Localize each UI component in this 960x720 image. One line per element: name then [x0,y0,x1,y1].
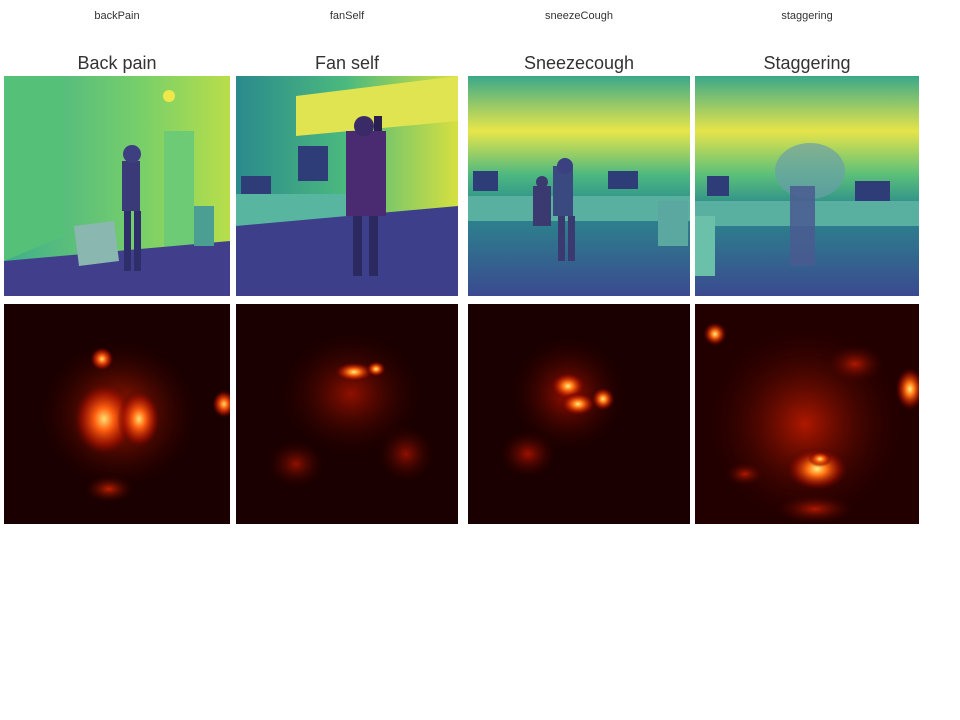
video-frame [4,76,230,296]
short-label: sneezeCough [545,10,613,22]
short-label: staggering [781,10,833,22]
attention-heatmap [695,304,919,524]
video-frame [695,76,919,296]
attention-heatmap [236,304,458,524]
attention-heatmap [4,304,230,524]
short-label: fanSelf [329,10,365,22]
video-frame [468,76,690,296]
video-frame [236,76,458,296]
panel-title: Staggering [763,53,851,73]
panel-title: Back pain [77,53,157,73]
attention-heatmap [468,304,690,524]
panel-title: Sneezecough [523,53,635,73]
panel-title: Fan self [314,53,380,73]
short-label: backPain [94,10,140,22]
